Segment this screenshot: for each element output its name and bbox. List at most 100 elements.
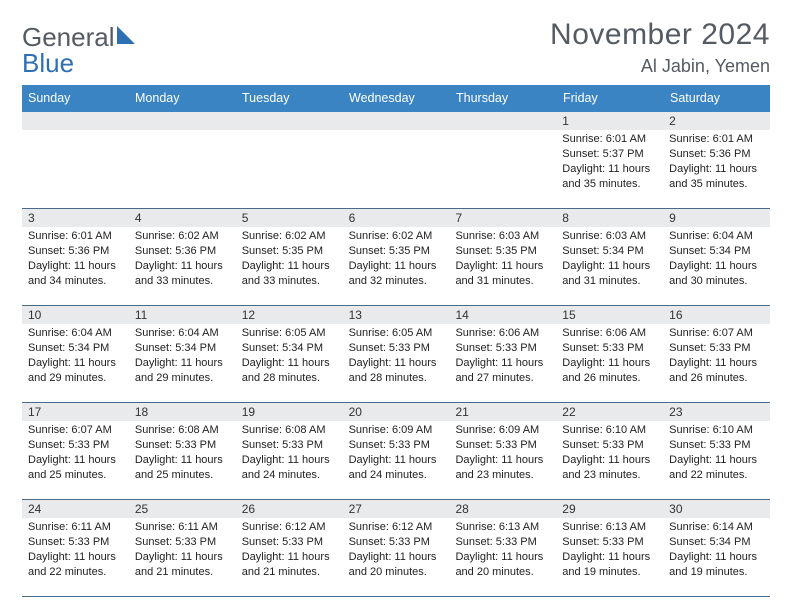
day-number: 9 [663, 209, 770, 227]
day-cell: Sunrise: 6:01 AMSunset: 5:37 PMDaylight:… [556, 130, 663, 208]
day-number: 29 [556, 500, 663, 518]
day-number: 8 [556, 209, 663, 227]
sunrise-text: Sunrise: 6:11 AM [135, 520, 230, 535]
day-cell [129, 130, 236, 208]
day-number: 20 [343, 403, 450, 421]
day-cell: Sunrise: 6:10 AMSunset: 5:33 PMDaylight:… [556, 421, 663, 499]
sunrise-text: Sunrise: 6:07 AM [28, 423, 123, 438]
sunrise-text: Sunrise: 6:03 AM [562, 229, 657, 244]
daylight-text: Daylight: 11 hours and 26 minutes. [562, 356, 657, 386]
day-cell: Sunrise: 6:02 AMSunset: 5:35 PMDaylight:… [236, 227, 343, 305]
daylight-text: Daylight: 11 hours and 26 minutes. [669, 356, 764, 386]
sunrise-text: Sunrise: 6:13 AM [562, 520, 657, 535]
day-number: 30 [663, 500, 770, 518]
day-body: Sunrise: 6:04 AMSunset: 5:34 PMDaylight:… [129, 324, 236, 389]
day-number: 13 [343, 306, 450, 324]
sail-icon [115, 24, 139, 50]
day-number-row: 17181920212223 [22, 403, 770, 421]
sunset-text: Sunset: 5:36 PM [28, 244, 123, 259]
day-body: Sunrise: 6:12 AMSunset: 5:33 PMDaylight:… [236, 518, 343, 583]
sunset-text: Sunset: 5:33 PM [455, 438, 550, 453]
day-cell: Sunrise: 6:08 AMSunset: 5:33 PMDaylight:… [129, 421, 236, 499]
sunrise-text: Sunrise: 6:05 AM [349, 326, 444, 341]
day-cell [343, 130, 450, 208]
day-cell: Sunrise: 6:14 AMSunset: 5:34 PMDaylight:… [663, 518, 770, 596]
weekday-header: Wednesday [343, 85, 450, 112]
day-body: Sunrise: 6:10 AMSunset: 5:33 PMDaylight:… [663, 421, 770, 486]
sunrise-text: Sunrise: 6:05 AM [242, 326, 337, 341]
daylight-text: Daylight: 11 hours and 23 minutes. [562, 453, 657, 483]
day-body: Sunrise: 6:06 AMSunset: 5:33 PMDaylight:… [556, 324, 663, 389]
day-cell: Sunrise: 6:09 AMSunset: 5:33 PMDaylight:… [343, 421, 450, 499]
day-cell: Sunrise: 6:02 AMSunset: 5:35 PMDaylight:… [343, 227, 450, 305]
day-cell: Sunrise: 6:01 AMSunset: 5:36 PMDaylight:… [663, 130, 770, 208]
day-number: 17 [22, 403, 129, 421]
day-cell [449, 130, 556, 208]
daylight-text: Daylight: 11 hours and 33 minutes. [242, 259, 337, 289]
daylight-text: Daylight: 11 hours and 29 minutes. [135, 356, 230, 386]
sunrise-text: Sunrise: 6:07 AM [669, 326, 764, 341]
day-number: 28 [449, 500, 556, 518]
sunset-text: Sunset: 5:33 PM [242, 438, 337, 453]
weekday-header: Thursday [450, 85, 557, 112]
day-number: 19 [236, 403, 343, 421]
week-row: Sunrise: 6:07 AMSunset: 5:33 PMDaylight:… [22, 421, 770, 500]
day-body: Sunrise: 6:04 AMSunset: 5:34 PMDaylight:… [22, 324, 129, 389]
sunrise-text: Sunrise: 6:06 AM [455, 326, 550, 341]
sunrise-text: Sunrise: 6:09 AM [455, 423, 550, 438]
day-body: Sunrise: 6:09 AMSunset: 5:33 PMDaylight:… [449, 421, 556, 486]
brand-part2: Blue [22, 50, 74, 76]
week-row: Sunrise: 6:04 AMSunset: 5:34 PMDaylight:… [22, 324, 770, 403]
day-body: Sunrise: 6:07 AMSunset: 5:33 PMDaylight:… [22, 421, 129, 486]
day-number-row: 24252627282930 [22, 500, 770, 518]
title-block: November 2024 Al Jabin, Yemen [550, 18, 770, 77]
sunset-text: Sunset: 5:35 PM [349, 244, 444, 259]
day-cell: Sunrise: 6:11 AMSunset: 5:33 PMDaylight:… [22, 518, 129, 596]
day-cell: Sunrise: 6:06 AMSunset: 5:33 PMDaylight:… [556, 324, 663, 402]
day-cell: Sunrise: 6:12 AMSunset: 5:33 PMDaylight:… [236, 518, 343, 596]
day-number-row: 10111213141516 [22, 306, 770, 324]
daylight-text: Daylight: 11 hours and 27 minutes. [455, 356, 550, 386]
sunset-text: Sunset: 5:33 PM [28, 535, 123, 550]
sunrise-text: Sunrise: 6:06 AM [562, 326, 657, 341]
day-number: 27 [343, 500, 450, 518]
day-number [449, 112, 556, 130]
sunrise-text: Sunrise: 6:08 AM [242, 423, 337, 438]
day-cell: Sunrise: 6:12 AMSunset: 5:33 PMDaylight:… [343, 518, 450, 596]
sunset-text: Sunset: 5:33 PM [562, 341, 657, 356]
sunset-text: Sunset: 5:34 PM [562, 244, 657, 259]
brand-logo: General Blue [22, 18, 139, 76]
day-cell: Sunrise: 6:07 AMSunset: 5:33 PMDaylight:… [663, 324, 770, 402]
day-number: 1 [556, 112, 663, 130]
daylight-text: Daylight: 11 hours and 34 minutes. [28, 259, 123, 289]
daylight-text: Daylight: 11 hours and 25 minutes. [135, 453, 230, 483]
daylight-text: Daylight: 11 hours and 19 minutes. [669, 550, 764, 580]
sunrise-text: Sunrise: 6:01 AM [28, 229, 123, 244]
sunrise-text: Sunrise: 6:02 AM [242, 229, 337, 244]
day-number: 7 [449, 209, 556, 227]
day-number: 4 [129, 209, 236, 227]
day-number-row: 12 [22, 112, 770, 130]
sunset-text: Sunset: 5:35 PM [242, 244, 337, 259]
daylight-text: Daylight: 11 hours and 23 minutes. [455, 453, 550, 483]
header: General Blue November 2024 Al Jabin, Yem… [22, 18, 770, 77]
day-body: Sunrise: 6:11 AMSunset: 5:33 PMDaylight:… [129, 518, 236, 583]
day-body: Sunrise: 6:01 AMSunset: 5:36 PMDaylight:… [22, 227, 129, 292]
sunset-text: Sunset: 5:33 PM [349, 535, 444, 550]
week-row: Sunrise: 6:01 AMSunset: 5:36 PMDaylight:… [22, 227, 770, 306]
weekday-header: Monday [129, 85, 236, 112]
day-body: Sunrise: 6:11 AMSunset: 5:33 PMDaylight:… [22, 518, 129, 583]
day-cell [22, 130, 129, 208]
day-body: Sunrise: 6:01 AMSunset: 5:36 PMDaylight:… [663, 130, 770, 195]
daylight-text: Daylight: 11 hours and 35 minutes. [669, 162, 764, 192]
week-row: Sunrise: 6:01 AMSunset: 5:37 PMDaylight:… [22, 130, 770, 209]
sunrise-text: Sunrise: 6:13 AM [455, 520, 550, 535]
sunset-text: Sunset: 5:35 PM [455, 244, 550, 259]
weekday-header: Tuesday [236, 85, 343, 112]
sunrise-text: Sunrise: 6:03 AM [455, 229, 550, 244]
day-number: 2 [663, 112, 770, 130]
sunrise-text: Sunrise: 6:01 AM [562, 132, 657, 147]
daylight-text: Daylight: 11 hours and 22 minutes. [28, 550, 123, 580]
day-cell: Sunrise: 6:05 AMSunset: 5:33 PMDaylight:… [343, 324, 450, 402]
sunrise-text: Sunrise: 6:09 AM [349, 423, 444, 438]
